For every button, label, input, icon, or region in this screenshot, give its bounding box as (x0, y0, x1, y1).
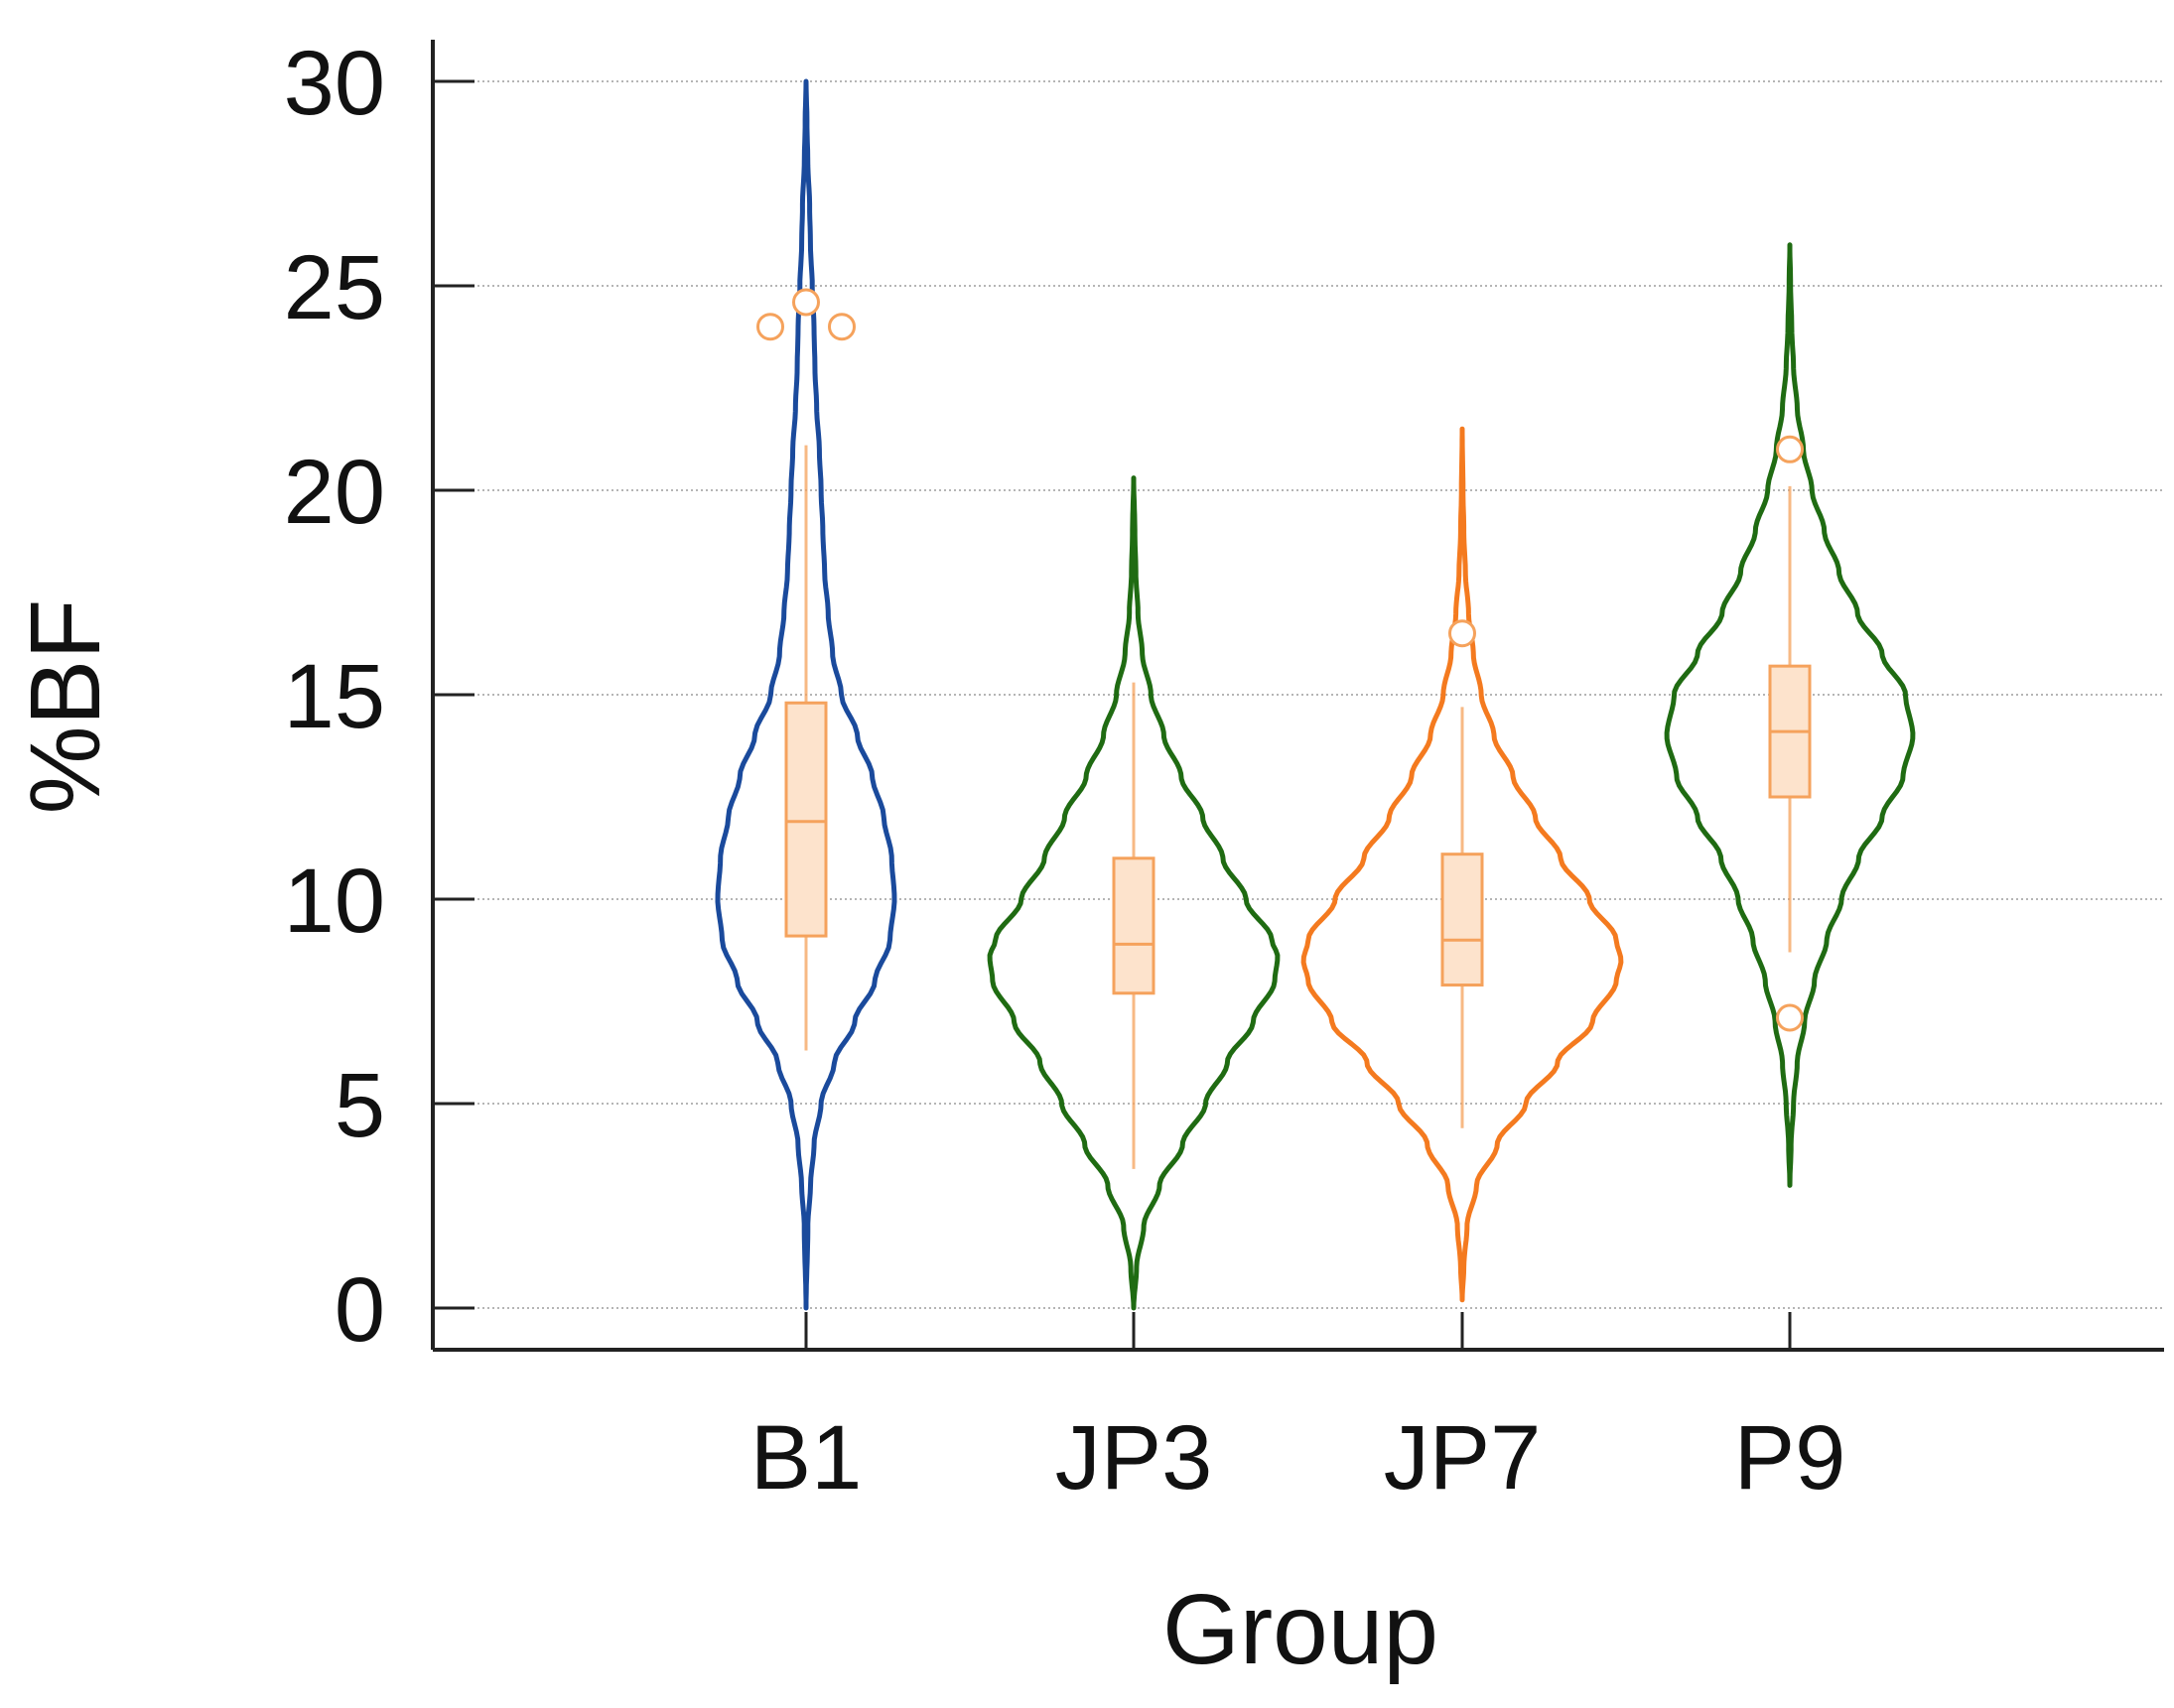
box-plot-JP7 (1440, 619, 1484, 1128)
x-tick-label-B1: B1 (750, 1407, 863, 1509)
gridlines (433, 80, 2164, 1309)
x-tick-label-JP3: JP3 (1055, 1407, 1213, 1509)
x-tick-label-P9: P9 (1734, 1407, 1846, 1509)
y-axis-title: %BF (10, 599, 121, 815)
y-tick-label-15: 15 (284, 646, 385, 747)
outlier-P9-1 (1776, 1003, 1804, 1032)
outlier-JP7-0 (1448, 619, 1476, 648)
x-tick-labels: B1 JP3 JP7 P9 (750, 1407, 1846, 1509)
axes (431, 40, 2164, 1352)
box-plot-JP3 (1112, 682, 1155, 1169)
box-plot-P9 (1768, 435, 1812, 1032)
y-tick-label-10: 10 (284, 851, 385, 952)
box-plots (756, 288, 1812, 1169)
box-B1 (784, 701, 828, 938)
x-axis-title: Group (1162, 1574, 1438, 1685)
box-plot-B1 (756, 288, 856, 1051)
box-JP7 (1440, 853, 1484, 987)
y-tick-label-5: 5 (335, 1055, 385, 1156)
outlier-B1-2 (828, 313, 856, 341)
violin-JP3 (987, 475, 1281, 1311)
violin-P9 (1664, 242, 1916, 1188)
outlier-B1-0 (756, 313, 784, 341)
violin-JP7 (1300, 426, 1624, 1303)
y-tick-label-20: 20 (284, 442, 385, 543)
x-tick-label-JP7: JP7 (1384, 1407, 1542, 1509)
violins (715, 78, 1916, 1311)
y-tick-label-25: 25 (284, 237, 385, 338)
outlier-P9-0 (1776, 435, 1804, 463)
box-JP3 (1112, 856, 1155, 995)
y-tick-labels: 0 5 10 15 20 25 30 (284, 33, 385, 1361)
outlier-B1-1 (792, 288, 820, 317)
violin-B1 (715, 78, 897, 1311)
y-tick-label-30: 30 (284, 33, 385, 134)
y-tick-label-0: 0 (335, 1259, 385, 1361)
